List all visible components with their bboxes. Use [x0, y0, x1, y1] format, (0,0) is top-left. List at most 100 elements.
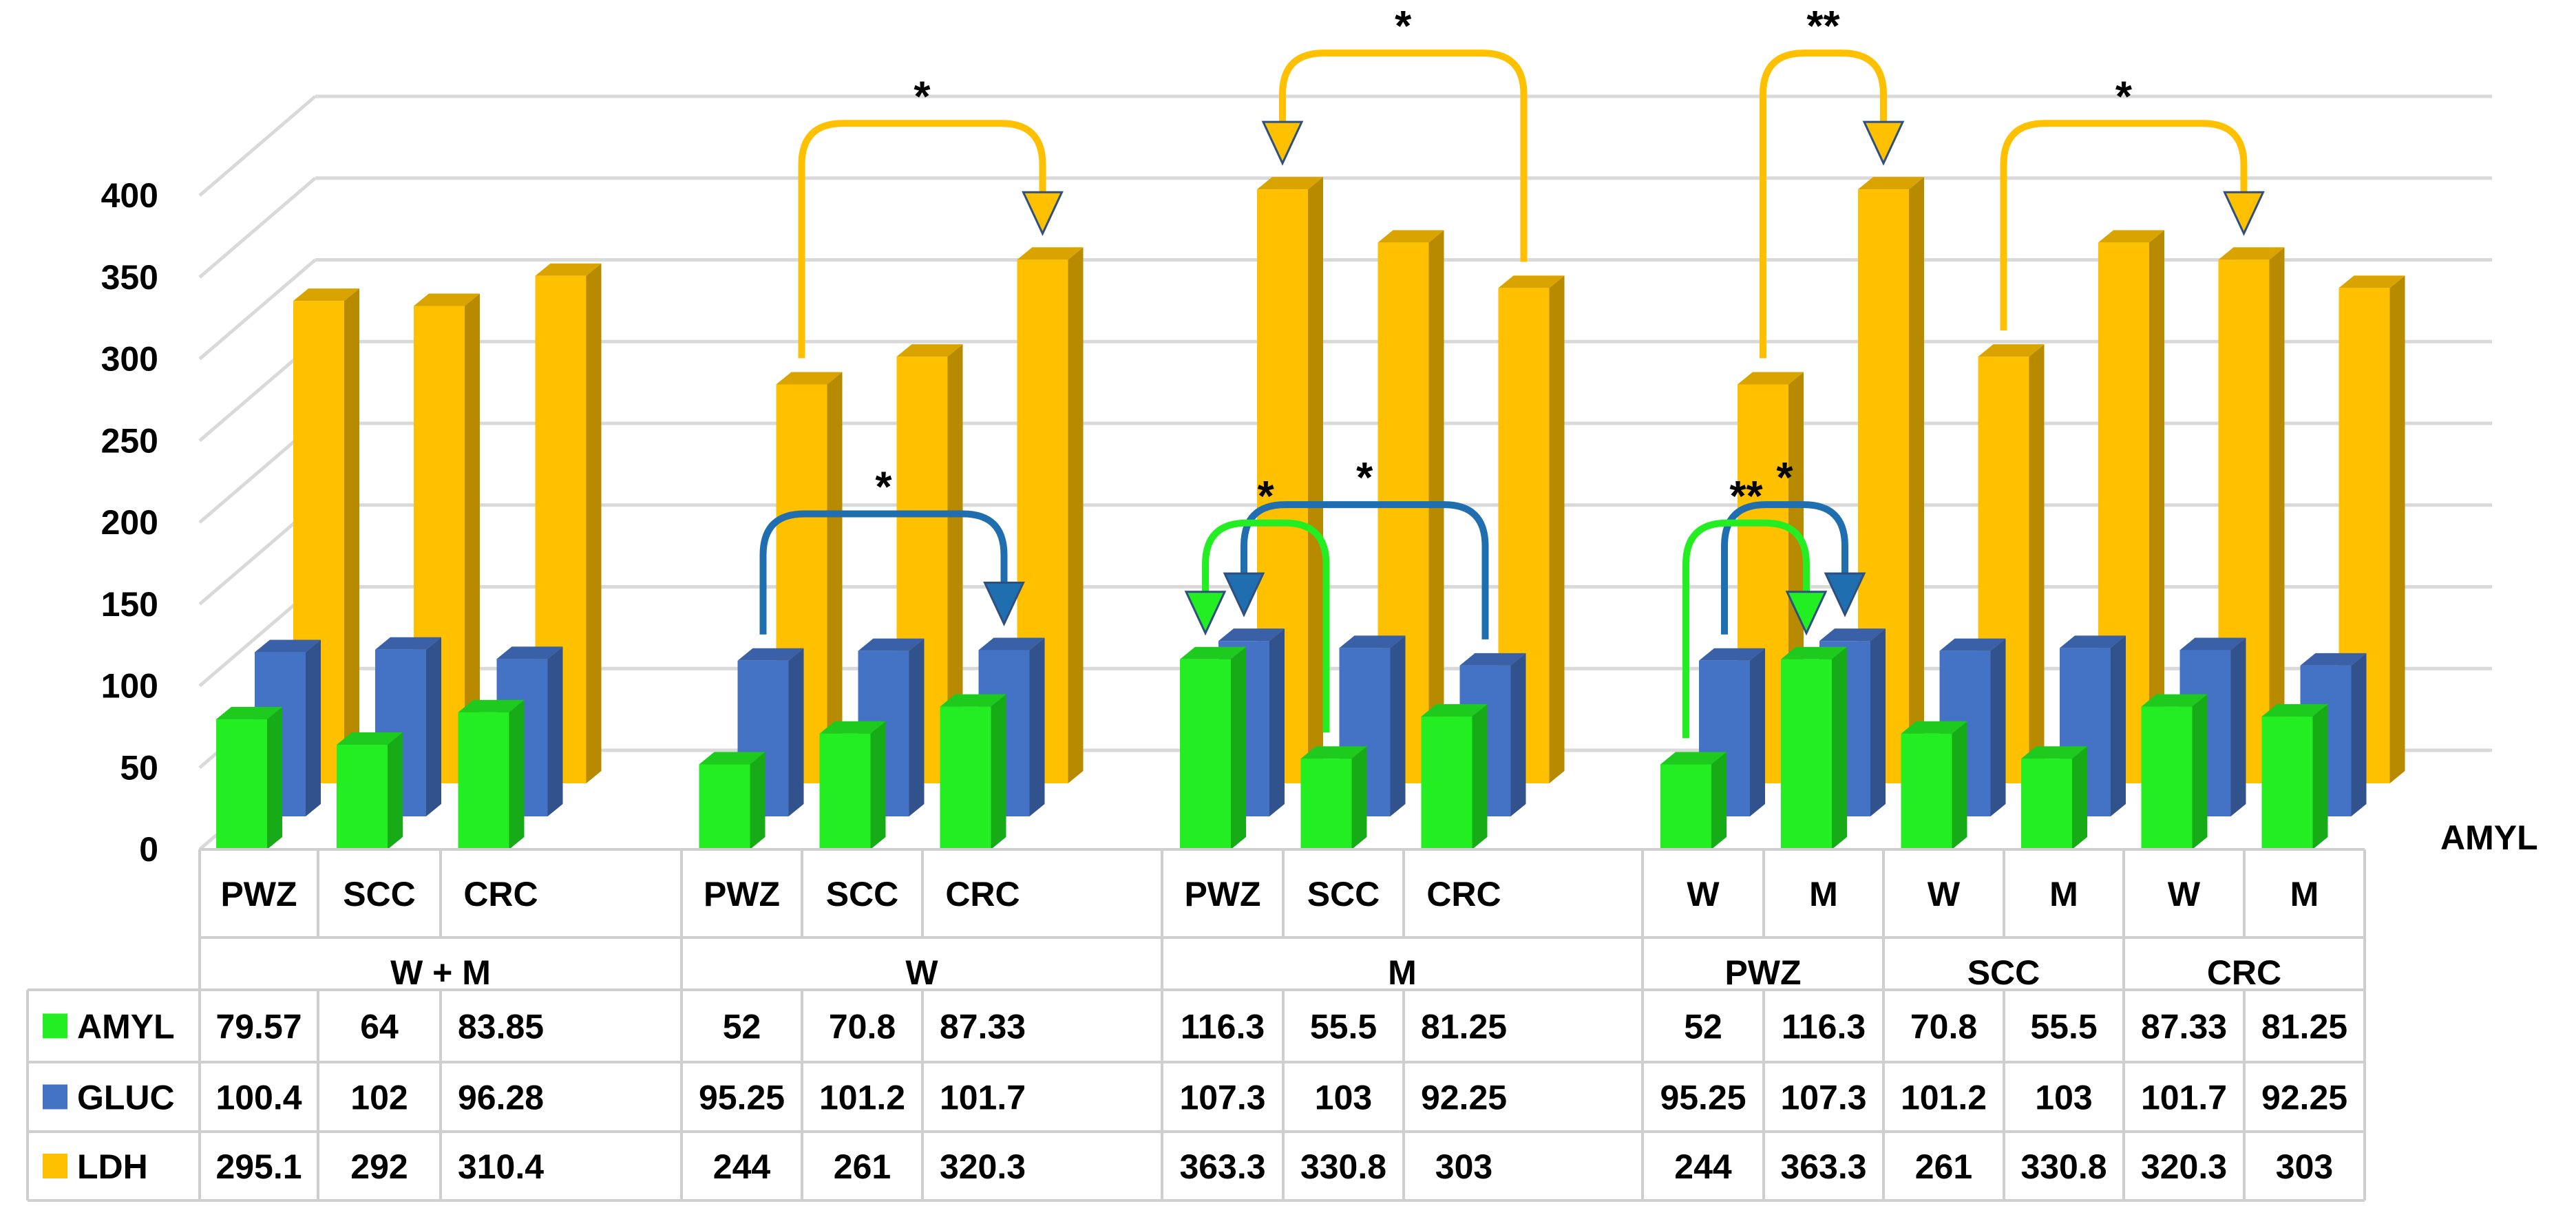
bar-amyl-10 [1781, 646, 1847, 849]
bar-top [1939, 638, 2006, 651]
category-label: SCC [343, 875, 416, 913]
category-label: M [2290, 875, 2319, 913]
table-value-ldh: 261 [1915, 1147, 1972, 1186]
table-value-gluc: 101.7 [2141, 1079, 2227, 1117]
bar-side [1068, 247, 1084, 784]
category-label: CRC [1426, 875, 1501, 913]
category-label: PWZ [704, 875, 780, 913]
bar-top [1377, 230, 1444, 243]
bar-amyl-6 [1180, 646, 1246, 849]
bar-front [2021, 759, 2072, 849]
table-value-gluc: 101.2 [819, 1079, 905, 1117]
table-value-gluc: 101.7 [940, 1079, 1026, 1117]
arrow-head [983, 581, 1025, 627]
bar-amyl-4 [819, 721, 886, 849]
table-value-ldh: 320.3 [940, 1147, 1026, 1186]
bar-side [947, 344, 963, 783]
gridline-side-7 [198, 176, 317, 279]
legend-key-ldh [43, 1154, 67, 1178]
bar-side [1909, 177, 1924, 784]
table-value-amyl: 52 [723, 1008, 761, 1046]
arrow-head [1223, 572, 1265, 617]
bar-side [1750, 648, 1765, 816]
bar-side [2230, 637, 2246, 816]
significance-arrow-0: * [798, 73, 1064, 359]
bar-amyl-13 [2141, 694, 2208, 849]
data-table: PWZ SCC CRC W + M PWZ SCC CRC W PWZ SCC CRC M W M PWZ W… [26, 848, 2366, 1202]
bar-front [1180, 659, 1231, 849]
category-label: SCC [1307, 875, 1380, 913]
category-label: W [1928, 875, 1961, 913]
table-value-ldh: 320.3 [2141, 1147, 2227, 1186]
bar-top [776, 372, 843, 385]
bar-top [858, 638, 925, 651]
bar-front [1781, 659, 1832, 849]
table-value-amyl: 70.8 [829, 1008, 896, 1046]
bar-top [1218, 628, 1285, 642]
legend-key-amyl [43, 1013, 67, 1039]
bar-side [1510, 653, 1526, 816]
bar-side [991, 694, 1006, 849]
significance-label: * [1356, 454, 1373, 502]
table-value-amyl: 70.8 [1910, 1008, 1977, 1046]
bar-amyl-8 [1421, 704, 1488, 849]
bar-top [2179, 637, 2246, 650]
table-value-amyl: 79.57 [215, 1008, 302, 1046]
category-label: CRC [945, 875, 1020, 913]
bar-amyl-1 [337, 732, 403, 849]
table-value-ldh: 244 [713, 1147, 771, 1186]
bar-side [586, 263, 602, 783]
bar-side [1870, 628, 1886, 816]
significance-label: * [1776, 454, 1793, 502]
bar-side [1390, 635, 1406, 816]
arrow-line [1279, 50, 1528, 262]
bar-top [2141, 694, 2208, 707]
table-value-gluc: 92.25 [1421, 1079, 1507, 1117]
bar-top [1978, 344, 2045, 357]
bar-side [2192, 694, 2208, 849]
arrow-line [759, 510, 1008, 635]
arrow-line [1682, 519, 1810, 739]
bar-top [1819, 628, 1886, 642]
bar-side [344, 288, 359, 783]
bar-side [267, 707, 282, 849]
gridline-side-8 [198, 95, 317, 197]
significance-arrow-2: * [1261, 3, 1528, 262]
arrow-head [1022, 191, 1064, 236]
table-value-amyl: 55.5 [2030, 1008, 2097, 1046]
bar-top [1858, 177, 1924, 190]
bar-side [870, 721, 886, 849]
axis-layer: 0 50 100 150 200 250 300 350 400 AMYL [101, 176, 2538, 869]
table-value-gluc: 103 [1315, 1079, 1372, 1117]
bar-top [896, 344, 963, 357]
y-tick-label: 400 [101, 176, 158, 215]
table-value-ldh: 330.8 [1300, 1147, 1386, 1186]
table-value-ldh: 310.4 [458, 1147, 544, 1186]
arrow-head [1184, 591, 1227, 636]
bar-top [940, 694, 1006, 707]
bar-top [414, 293, 480, 306]
bar-top [1699, 648, 1765, 661]
category-label: CRC [463, 875, 538, 913]
bar-top [496, 646, 563, 659]
bar-front [2141, 706, 2193, 849]
bar-side [1029, 637, 1045, 816]
bar-front [2261, 717, 2313, 849]
arrow-head [1824, 572, 1866, 617]
y-tick-label: 0 [139, 830, 158, 869]
bar-front [337, 745, 388, 849]
table-value-gluc: 95.25 [699, 1079, 785, 1117]
table-value-amyl: 116.3 [1181, 1008, 1265, 1046]
bar-side [750, 752, 766, 849]
significance-label: * [1258, 473, 1275, 520]
table-value-amyl: 55.5 [1310, 1008, 1377, 1046]
y-tick-label: 50 [120, 748, 158, 787]
bar-side [465, 293, 480, 783]
table-value-gluc: 100.4 [215, 1079, 302, 1117]
significance-arrow-1: * [759, 463, 1025, 635]
bar-side [1472, 704, 1488, 849]
bar-top [1738, 372, 1804, 385]
table-value-amyl: 52 [1684, 1008, 1722, 1046]
table-value-gluc: 96.28 [458, 1079, 544, 1117]
gridline-side-6 [198, 258, 317, 361]
